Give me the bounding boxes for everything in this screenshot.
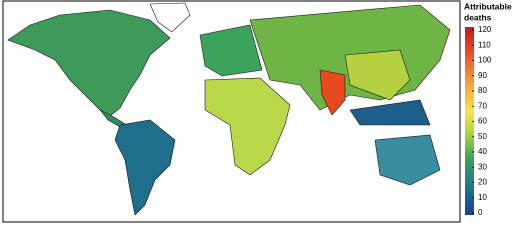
australia xyxy=(374,134,441,186)
colorbar-tick-label: 90 xyxy=(478,71,487,80)
colorbar-tick-label: 80 xyxy=(478,86,487,95)
colorbar-tick-label: 10 xyxy=(478,193,487,202)
page: Attributable deaths 0 10 20 30 40 50 60 70 80 90 1… xyxy=(2,0,512,223)
africa xyxy=(204,77,291,176)
colorbar-tick-label: 40 xyxy=(478,147,487,156)
legend: Attributable deaths xyxy=(464,1,512,215)
colorbar-tick-label: 120 xyxy=(478,25,492,34)
colorbar-tick-label: 60 xyxy=(478,117,487,126)
greenland xyxy=(149,2,191,33)
colorbar xyxy=(465,27,474,215)
south-america xyxy=(114,119,176,216)
map-figure: Attributable deaths 0 10 20 30 40 50 60 70 80 90 1… xyxy=(2,0,512,223)
colorbar-tick-label: 0 xyxy=(478,208,483,217)
india xyxy=(319,69,346,116)
colorbar-tick-label: 30 xyxy=(478,162,487,171)
europe xyxy=(199,24,263,77)
legend-title: Attributable xyxy=(464,1,512,11)
colorbar-tick-label: 50 xyxy=(478,132,487,141)
legend-title: deaths xyxy=(464,12,492,22)
colorbar-tick-label: 70 xyxy=(478,101,487,110)
southeast-asia xyxy=(349,99,431,126)
colorbar-tick-label: 110 xyxy=(478,40,491,49)
colorbar-tick-label: 20 xyxy=(478,178,487,187)
north-america xyxy=(7,9,171,117)
china xyxy=(344,49,411,101)
colorbar-tick-label: 100 xyxy=(478,56,492,65)
map xyxy=(2,0,461,223)
